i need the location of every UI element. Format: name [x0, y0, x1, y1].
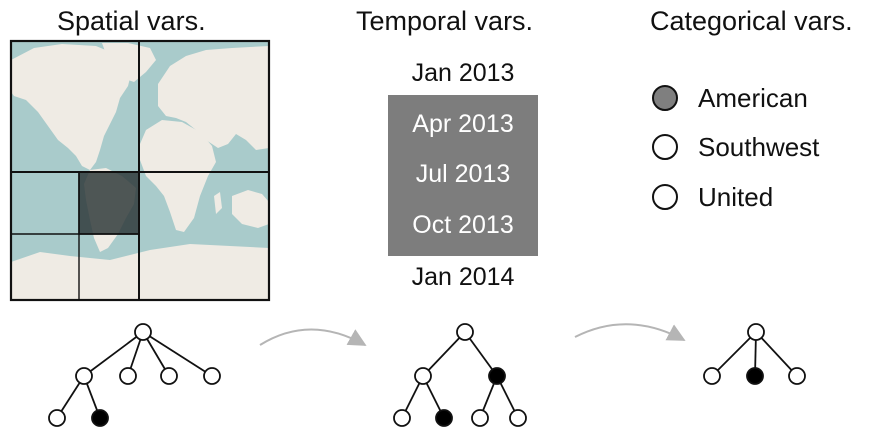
landmass-north-america	[11, 44, 132, 170]
map-grid	[9, 39, 271, 302]
categorical-tree	[703, 323, 806, 385]
temporal-vars-heading: Temporal vars.	[356, 6, 534, 36]
tree-node	[471, 409, 489, 427]
tree-node	[203, 367, 221, 385]
selected-map-cell[interactable]	[79, 172, 139, 234]
tree-node	[48, 409, 66, 427]
category-item-united[interactable]: United	[652, 182, 773, 212]
radio-icon[interactable]	[652, 184, 678, 210]
tree-node-selected	[435, 409, 453, 427]
landmass-greenland	[102, 43, 156, 82]
tree-node	[160, 367, 178, 385]
month-item[interactable]: Apr 2013	[412, 110, 514, 138]
tree-node-selected	[746, 367, 764, 385]
category-item-southwest[interactable]: Southwest	[652, 132, 819, 162]
category-item-american[interactable]: American	[652, 83, 808, 113]
landmass-australia	[232, 190, 269, 228]
category-label: Southwest	[698, 131, 820, 162]
month-item[interactable]: Oct 2013	[412, 211, 514, 239]
transition-arrow-1	[259, 328, 367, 346]
spatial-tree	[48, 323, 221, 427]
radio-icon[interactable]	[652, 134, 678, 160]
spatial-vars-heading: Spatial vars.	[57, 6, 206, 36]
category-label: American	[698, 82, 808, 113]
month-item[interactable]: Jul 2013	[415, 160, 511, 188]
category-label: United	[698, 181, 774, 212]
tree-node	[747, 323, 765, 341]
transition-arrow-2	[574, 323, 686, 341]
landmass-eurasia	[158, 46, 269, 150]
tree-node	[414, 367, 432, 385]
tree-node	[134, 323, 152, 341]
selected-radio-icon[interactable]	[652, 85, 678, 111]
temporal-tree	[393, 323, 527, 427]
month-item[interactable]: Jan 2013	[411, 59, 515, 87]
tree-node	[703, 367, 721, 385]
categorical-vars-heading: Categorical vars.	[650, 6, 853, 36]
month-item[interactable]: Jan 2014	[411, 263, 515, 291]
landmass-madagascar	[214, 192, 222, 214]
tree-node	[393, 409, 411, 427]
landmass-africa	[140, 120, 216, 232]
tree-node-selected	[91, 409, 109, 427]
tree-node	[456, 323, 474, 341]
tree-node	[119, 367, 137, 385]
tree-node-selected	[488, 367, 506, 385]
month-selection-band	[388, 95, 538, 256]
tree-node	[75, 367, 93, 385]
tree-node	[509, 409, 527, 427]
tree-node	[788, 367, 806, 385]
